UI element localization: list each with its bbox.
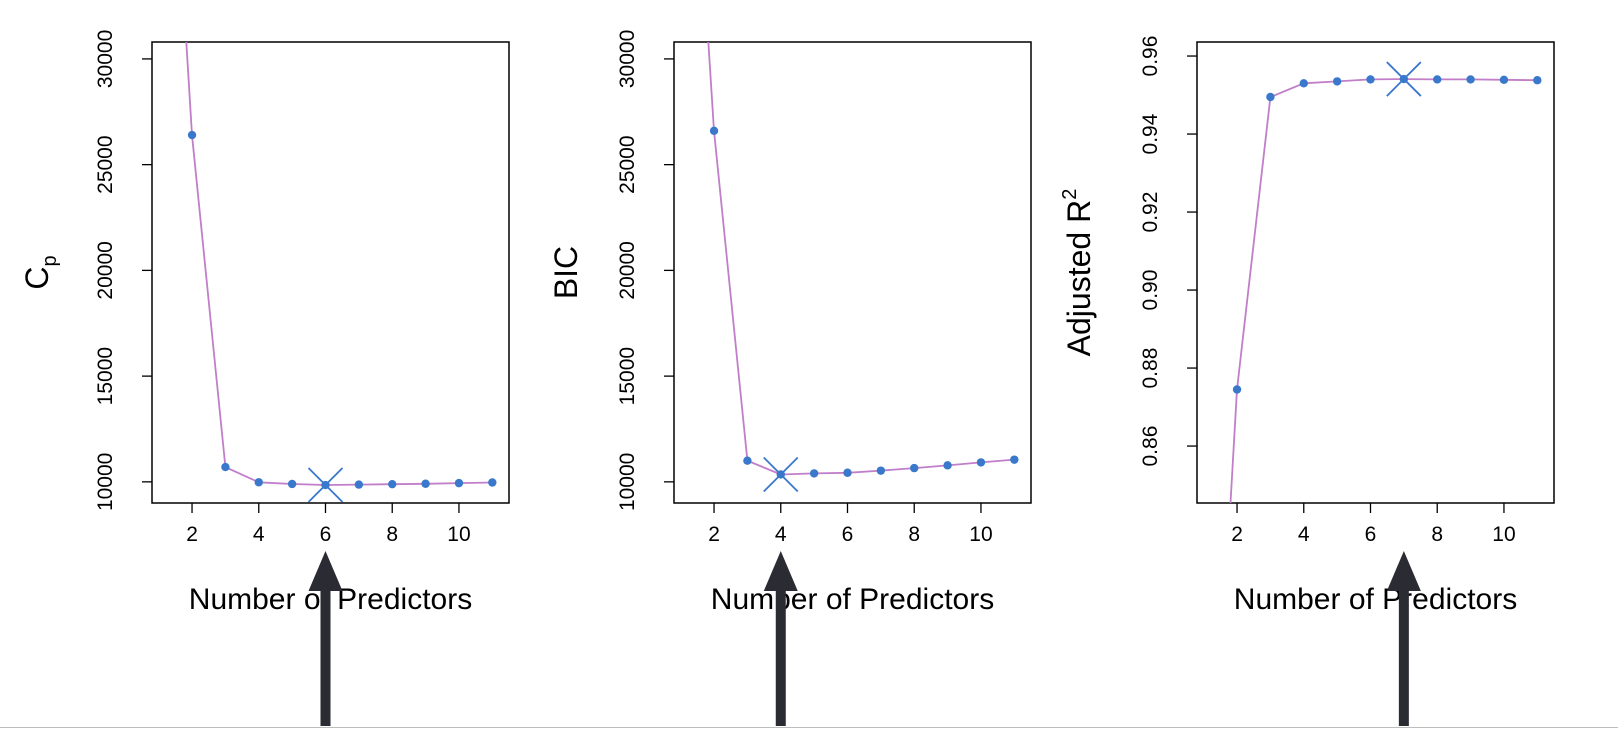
y-tick-label: 30000 [94,30,117,88]
data-point [1266,92,1275,102]
x-axis-label: Number of Predictors [711,583,994,616]
y-axis-label-main: Adjusted R [1061,200,1097,357]
data-point [488,478,497,487]
annotation-arrow-head [763,551,798,591]
x-tick-label: 2 [1231,523,1243,546]
y-axis-label: BIC [548,246,584,299]
x-tick-label: 6 [842,523,854,546]
best-model-marker-stroke [1386,61,1422,97]
y-axis-label-subscript: p [39,255,61,266]
x-tick-label: 4 [775,523,787,546]
best-model-marker-stroke [763,456,799,493]
plot-frame [673,41,1032,504]
data-point [976,458,986,467]
data-point [1332,77,1342,86]
series-line [1229,78,1538,503]
y-axis-label-superscript: 2 [1059,189,1081,200]
annotation-arrow-shaft [775,588,786,726]
best-model-marker-stroke [307,467,344,503]
x-tick-label: 6 [320,523,332,546]
data-point [187,130,197,140]
annotation-arrow [308,551,343,726]
bottom-divider [0,727,1618,728]
x-tick-label: 10 [969,523,992,546]
y-axis-label-main: C [19,267,55,290]
y-axis-label: Cp [19,255,61,289]
y-tick-label: 30000 [616,30,639,88]
data-point [809,469,819,478]
y-tick-label: 25000 [94,135,117,193]
data-point [1366,75,1375,84]
x-tick-label: 10 [1492,523,1515,546]
x-tick-label: 4 [1298,523,1310,546]
y-tick-label: 0.94 [1139,113,1162,154]
annotation-arrow-head [1386,551,1421,591]
data-point [388,479,397,489]
y-tick-label: 0.90 [1139,270,1162,311]
data-point [1010,455,1019,464]
y-tick-label: 20000 [616,241,639,299]
y-tick-label: 0.86 [1139,426,1162,467]
best-model-marker [1386,61,1422,97]
data-point [1232,385,1242,394]
y-tick-label: 10000 [616,453,639,511]
y-tick-label: 10000 [94,453,117,511]
x-tick-label: 4 [253,523,265,546]
data-point [354,480,364,489]
data-point [910,463,919,473]
x-tick-label: 8 [1431,523,1443,546]
x-tick-label: 2 [186,523,198,546]
y-tick-label: 20000 [94,241,117,299]
y-tick-label: 15000 [94,347,117,405]
plot-frame [151,41,510,504]
best-model-marker [763,456,799,493]
data-point [943,461,952,470]
data-point [254,478,263,487]
annotation-arrow [1386,551,1421,726]
chart-panel-2: 2 4 6 8 10 10000 15000 20000 25000 30000 Number of… [548,30,1032,726]
y-tick-label: 25000 [616,135,639,193]
x-tick-label: 10 [447,523,470,546]
y-tick-label: 0.96 [1139,36,1162,77]
x-axis-label: Number of Predictors [1234,583,1517,616]
x-tick-label: 2 [708,523,720,546]
y-tick-label: 0.88 [1139,348,1162,389]
annotation-arrow-shaft [1398,588,1409,726]
chart-panel-3: 2 4 6 8 10 0.86 0.88 0.90 0.92 0.94 0.96 Number of … [1059,36,1555,726]
data-point [709,126,719,136]
data-point [454,478,464,488]
data-point [743,456,752,465]
data-point [1433,75,1442,84]
x-tick-label: 8 [908,523,920,546]
data-point [221,462,230,472]
data-point [1299,79,1308,88]
best-model-marker [307,467,344,503]
y-axis-label-main: BIC [548,246,584,299]
y-tick-label: 15000 [616,347,639,405]
plot-frame [1196,41,1555,504]
y-tick-label: 0.92 [1139,192,1162,233]
series-line [185,42,493,486]
data-point [1466,75,1475,84]
data-point [1533,76,1542,85]
annotation-arrow [763,551,798,726]
y-axis-label: Adjusted R2 [1059,189,1097,357]
data-point [421,479,430,488]
data-point [287,479,297,489]
x-tick-label: 6 [1365,523,1377,546]
annotation-arrow-shaft [320,588,331,726]
annotation-arrow-head [308,551,343,591]
data-point [1499,75,1509,85]
data-point [843,468,852,477]
series-line [707,42,1015,476]
data-point [876,466,886,475]
x-tick-label: 8 [386,523,398,546]
